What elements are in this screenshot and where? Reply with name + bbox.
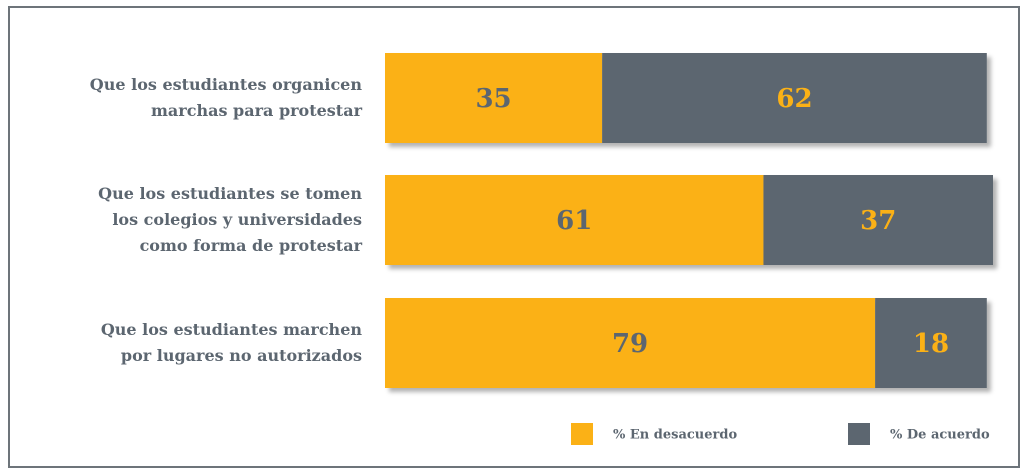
bar-segment <box>602 53 987 143</box>
legend-label: % En desacuerdo <box>613 428 737 443</box>
legend-label: % De acuerdo <box>890 428 990 443</box>
frame <box>8 6 1020 468</box>
value-label: 79 <box>612 329 648 359</box>
bar-segment <box>763 175 993 265</box>
bar-group <box>385 175 993 265</box>
value-label: 61 <box>556 206 592 236</box>
value-label: 18 <box>913 329 949 359</box>
value-label: 62 <box>776 84 812 114</box>
bar-segment <box>385 298 876 388</box>
value-label: 35 <box>475 84 511 114</box>
legend-swatch <box>848 423 870 445</box>
value-label: 37 <box>860 206 896 236</box>
bar-group <box>385 298 987 388</box>
bar-segment <box>385 175 764 265</box>
bar-segment <box>385 53 603 143</box>
bar-segment <box>875 298 987 388</box>
category-label: Que los estudiantes organicen marchas pa… <box>89 75 362 120</box>
bar-group <box>385 53 987 143</box>
category-label: Que los estudiantes se tomen los colegio… <box>98 184 362 255</box>
category-label: Que los estudiantes marchen por lugares … <box>100 320 362 365</box>
legend-swatch <box>571 423 593 445</box>
